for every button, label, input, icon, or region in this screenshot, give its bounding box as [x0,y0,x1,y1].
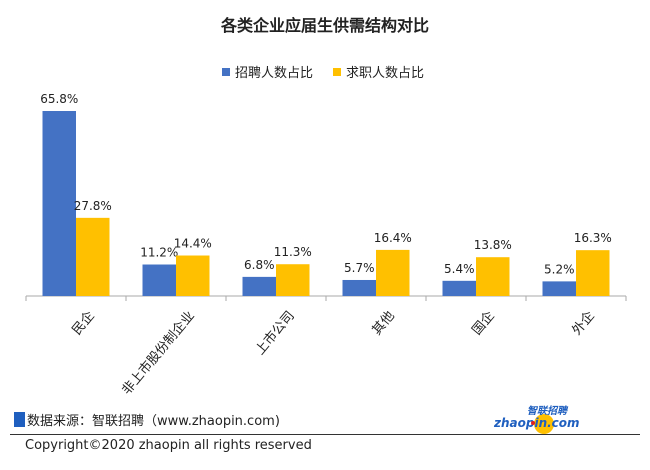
source-marker [14,412,25,427]
zhaopin-logo: 智联招聘 zhaopin.com [493,405,580,434]
bar-jobseek [576,250,610,296]
copyright: Copyright©2020 zhaopin all rights reserv… [25,438,312,453]
footer-divider [10,434,640,435]
data-label: 6.8% [244,258,275,272]
data-label: 14.4% [174,237,212,251]
bar-recruit [42,111,76,296]
data-label: 65.8% [40,92,78,106]
bar-recruit [442,280,476,296]
svg-text:智联招聘: 智联招聘 [527,405,569,417]
source-text: 数据来源：智联招聘（www.zhaopin.com) [27,414,280,429]
data-label: 16.4% [374,231,412,245]
data-label: 13.8% [474,238,512,252]
category-label: 民企 [69,308,98,338]
bar-recruit [142,264,176,296]
bar-chart: 65.8% 27.8% 民企 11.2%14.4% 非上市股份制企业 6.8%11.3% 上… [25,92,627,398]
category-label: 上市公司 [252,308,298,358]
data-label: 5.2% [544,262,575,276]
category-label: 其他 [370,309,398,339]
chart-title: 各类企业应届生供需结构对比 [220,16,429,35]
legend-label: 求职人数占比 [346,66,425,81]
legend-item-recruit: 招聘人数占比 [222,62,313,81]
bar-jobseek [176,255,210,296]
bar-recruit [242,276,276,296]
data-label: 11.3% [274,245,312,259]
bar-recruit [542,281,576,296]
data-label: 5.4% [444,262,475,276]
data-label: 5.7% [344,261,375,275]
data-label: 16.3% [574,231,612,245]
legend-swatch [333,67,342,76]
legend-label: 招聘人数占比 [235,66,314,81]
bar-recruit [342,279,376,296]
bar-jobseek [376,249,410,296]
data-source: 数据来源：智联招聘（www.zhaopin.com) [14,410,280,429]
svg-text:zhaopin.com: zhaopin.com [493,416,580,430]
category-label: 外企 [569,308,598,338]
category-label: 非上市股份制企业 [119,308,198,398]
legend-swatch [222,67,230,76]
legend-item-jobseek: 求职人数占比 [333,62,424,81]
data-label: 11.2% [140,246,178,260]
legend: 招聘人数占比 求职人数占比 [222,62,424,81]
category-label: 国企 [469,308,498,338]
bar-jobseek [76,217,110,296]
bar-jobseek [276,264,310,296]
bar-jobseek [476,257,510,296]
data-label: 27.8% [74,199,112,213]
